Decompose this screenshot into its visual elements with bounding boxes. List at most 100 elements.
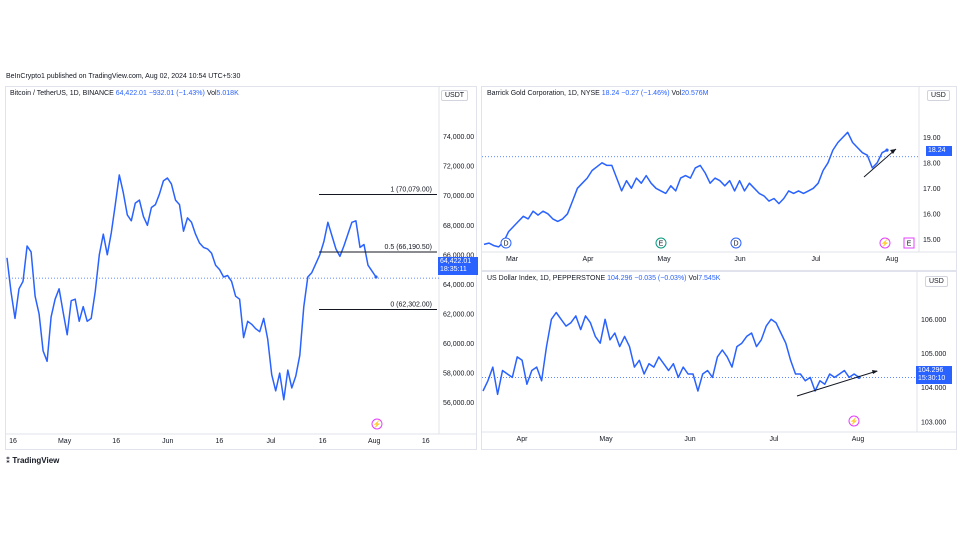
gold-vol-label: Vol [671,90,682,97]
dxy-symbol: US Dollar Index, 1D, PEPPERSTONE [487,275,606,282]
gold-price: 18.24 [601,90,620,97]
gold-event-label: ⚡ [881,239,890,248]
dxy-price-line [482,311,860,396]
gold-event-marker [730,237,742,249]
btc-x-tick: 16 [9,438,17,445]
dxy-trend-arrow [796,370,878,397]
gold-y-tick: 19.00 [923,135,941,142]
gold-y-tick: 17.00 [923,186,941,193]
btc-x-tick: 16 [112,438,120,445]
gold-event-marker [655,237,667,249]
dxy-y-tick: 103.000 [921,419,946,426]
dxy-chart[interactable]: 103.000 104.000 105.000 106.000 Apr May Jun Jul… [482,272,956,449]
btc-fib-level-label: 1 (70,079.00) [390,187,432,194]
gold-x-tick: Jul [812,256,821,263]
gold-volume: 20.576M [681,90,709,97]
dxy-legend: US Dollar Index, 1D, PEPPERSTONE 104.296… [487,275,720,282]
gold-event-label: E [659,241,664,248]
btc-event-icon [371,418,383,430]
btc-x-tick: Jun [162,438,173,445]
gold-event-marker [500,237,512,249]
dxy-y-tick: 105.000 [921,351,946,358]
dxy-last-price: 104.296 [918,367,944,374]
gold-trend-arrow [863,148,897,178]
dxy-event-glyph: ⚡ [850,417,859,426]
tradingview-brand: TradingView [12,456,60,465]
btc-chart-panel[interactable]: 56,000.00 58,000.00 60,000.00 62,000.00 64,0… [5,86,477,450]
gold-x-tick: Mar [506,256,519,263]
gold-y-tick: 16.00 [923,211,941,218]
btc-chart[interactable]: 56,000.00 58,000.00 60,000.00 62,000.00 64,0… [6,87,476,449]
btc-last-price-label: 64,422.01 18:35:11 [438,257,478,275]
published-note: BeInCrypto1 published on TradingView.com… [6,73,241,80]
gold-event-label: D [733,241,738,248]
btc-vol-label: Vol [206,90,217,97]
dxy-event-icon [848,415,860,427]
btc-symbol: Bitcoin / TetherUS, 1D, BINANCE [10,90,114,97]
btc-y-tick: 70,000.00 [443,193,474,200]
btc-y-tick: 72,000.00 [443,164,474,171]
btc-y-tick: 62,000.00 [443,311,474,318]
gold-currency-button[interactable]: USD [927,90,950,101]
tv-mark-icon: ⁑ [6,456,13,465]
tradingview-logo[interactable]: ⁑ TradingView [6,456,59,465]
btc-y-tick: 74,000.00 [443,134,474,141]
btc-event-glyph: ⚡ [373,420,382,429]
dxy-last-price-label: 104.296 15:30:10 [916,366,952,384]
dxy-change: −0.035 (−0.03%) [634,275,687,282]
dxy-price: 104.296 [607,275,633,282]
gold-y-tick: 18.00 [923,160,941,167]
btc-x-tick: Aug [368,438,381,445]
gold-x-tick: Jun [734,256,745,263]
gold-event-marker [903,237,915,249]
dxy-vol-label: Vol [688,275,699,282]
gold-event-marker [879,237,891,249]
dxy-trend-arrowhead [872,370,878,374]
dxy-currency-button[interactable]: USD [925,276,948,287]
btc-y-tick: 58,000.00 [443,371,474,378]
btc-currency-button[interactable]: USDT [441,90,469,101]
btc-price: 64,422.01 [115,90,147,97]
btc-y-tick: 68,000.00 [443,223,474,230]
dxy-x-tick: May [599,436,613,443]
gold-x-tick: May [657,256,671,263]
btc-last-price: 64,422.01 [440,258,472,265]
btc-x-tick: 16 [216,438,224,445]
btc-x-tick: Jul [267,438,276,445]
gold-x-tick: Aug [886,256,899,263]
btc-last-point [374,275,378,279]
btc-fib-level-label: 0.5 (66,190.50) [385,244,432,251]
dxy-x-tick: Apr [517,436,529,443]
dxy-volume: 7.545K [698,275,721,282]
btc-y-tick: 64,000.00 [443,282,474,289]
gold-event-label: E [907,241,912,248]
gold-trend-arrowhead [890,149,896,154]
gold-price-line [483,131,888,248]
btc-y-tick: 56,000.00 [443,400,474,407]
gold-y-tick: 15.00 [923,237,941,244]
btc-y-tick: 60,000.00 [443,341,474,348]
gold-last-price-label: 18.24 [926,146,952,156]
gold-change: −0.27 (−1.46%) [621,90,670,97]
gold-symbol: Barrick Gold Corporation, 1D, NYSE [487,90,600,97]
gold-last-point [885,148,889,152]
dxy-countdown: 15:30:10 [918,375,946,382]
btc-legend: Bitcoin / TetherUS, 1D, BINANCE 64,422.0… [10,90,239,97]
gold-legend: Barrick Gold Corporation, 1D, NYSE 18.24… [487,90,708,97]
btc-change: −932.01 (−1.43%) [148,90,205,97]
btc-fib-level-label: 0 (62,302.00) [390,301,432,308]
gold-chart-panel[interactable]: 15.00 16.00 17.00 18.00 19.00 Mar Apr May Jun Jul… [481,86,957,271]
btc-x-tick: 16 [422,438,430,445]
gold-event-label: D [503,241,508,248]
btc-price-line [6,174,377,401]
gold-last-price: 18.24 [928,147,946,154]
dxy-chart-panel[interactable]: 103.000 104.000 105.000 106.000 Apr May Jun Jul… [481,271,957,450]
btc-x-tick: 16 [319,438,327,445]
btc-y-tick: 66,000.00 [443,252,474,259]
btc-volume: 5.018K [216,90,239,97]
dxy-x-tick: Jun [684,436,695,443]
btc-countdown: 18:35:11 [440,266,467,273]
gold-chart[interactable]: 15.00 16.00 17.00 18.00 19.00 Mar Apr May Jun Jul… [482,87,956,270]
dxy-y-tick: 106.000 [921,317,946,324]
btc-x-tick: May [58,438,72,445]
